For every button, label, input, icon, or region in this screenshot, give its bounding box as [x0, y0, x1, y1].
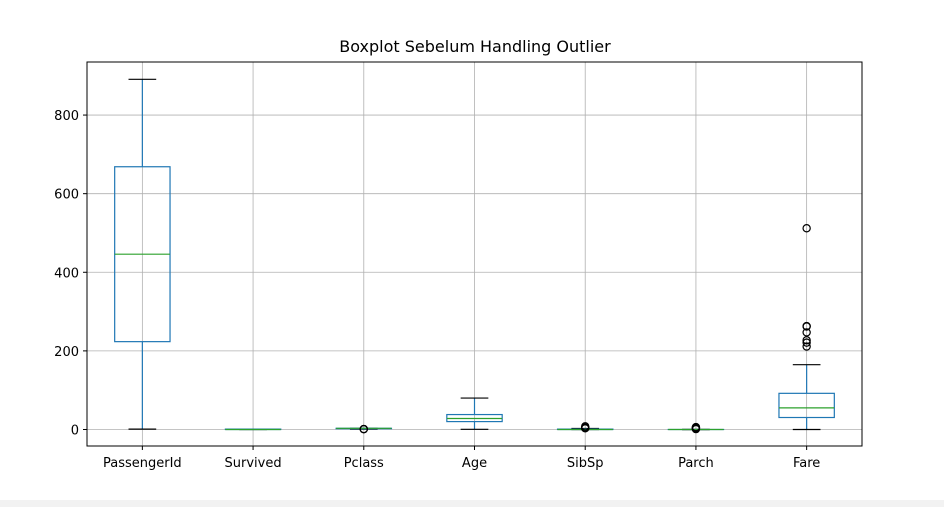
- x-axis-ticks: PassengerId Survived Pclass Age SibSp Parch Fa…: [103, 446, 820, 471]
- y-axis-ticks: 0 200 400 600 800: [54, 109, 87, 438]
- chart-title: Boxplot Sebelum Handling Outlier: [339, 37, 611, 56]
- x-tick-label: Survived: [225, 456, 282, 471]
- x-tick-label: SibSp: [567, 456, 604, 471]
- x-tick-label: Fare: [793, 456, 820, 471]
- box-passengerid: [114, 78, 171, 430]
- box-series: [114, 78, 835, 434]
- box-sibsp: [556, 422, 614, 433]
- outlier-point: [802, 224, 811, 233]
- x-tick-label: Pclass: [344, 456, 384, 471]
- y-tick-label: 0: [71, 423, 79, 438]
- outlier-point: [691, 422, 701, 432]
- outlier-point: [802, 342, 811, 351]
- outlier-point: [802, 321, 811, 331]
- box-fare: [778, 224, 835, 431]
- box-body: [778, 392, 835, 419]
- box-age: [446, 397, 503, 430]
- box-pclass: [335, 424, 393, 434]
- y-tick-label: 400: [54, 266, 79, 281]
- plot-area-frame: [86, 61, 863, 447]
- outlier-point: [802, 328, 811, 337]
- x-tick-label: Age: [462, 456, 487, 471]
- outlier-point: [802, 336, 811, 345]
- x-tick-label: PassengerId: [103, 456, 182, 471]
- y-tick-label: 800: [54, 109, 79, 124]
- outlier-point: [359, 424, 368, 434]
- outlier-point: [802, 338, 811, 347]
- box-parch: [667, 422, 725, 434]
- y-tick-label: 200: [54, 345, 79, 360]
- x-tick-label: Parch: [678, 456, 714, 471]
- grid-lines: [87, 62, 862, 446]
- bottom-strip: [0, 500, 944, 507]
- outlier-point: [581, 422, 590, 431]
- y-tick-label: 600: [54, 188, 79, 203]
